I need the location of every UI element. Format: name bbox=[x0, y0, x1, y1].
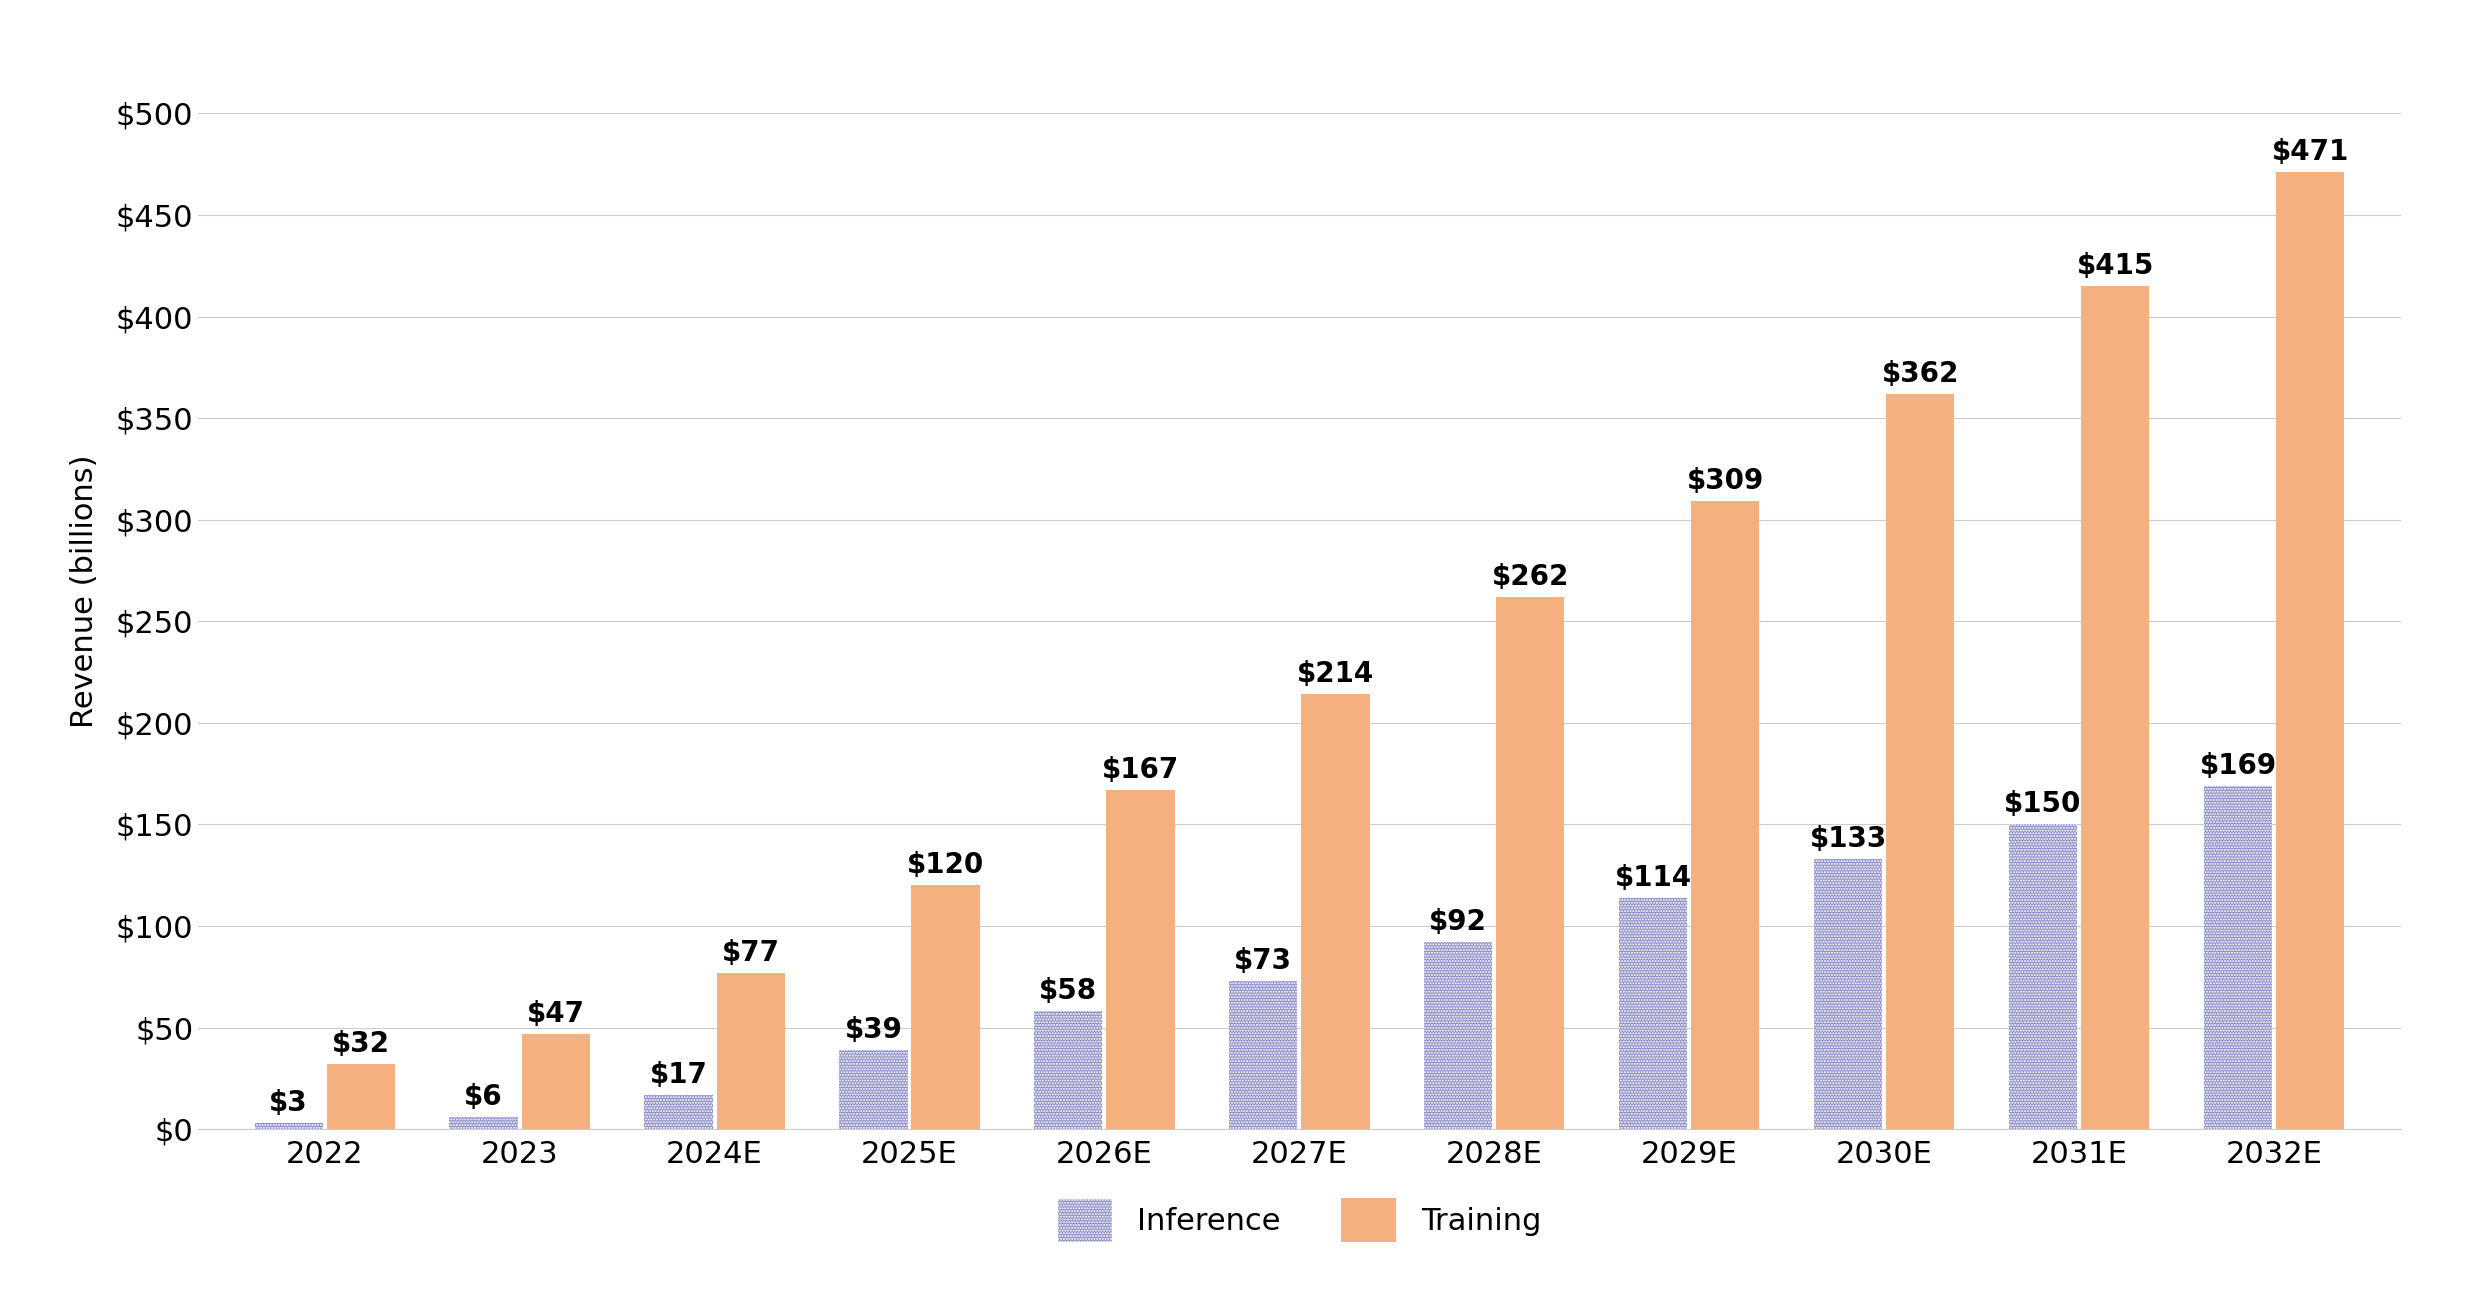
Bar bbox=[1690, 502, 1760, 1129]
Bar bbox=[327, 1064, 396, 1129]
Text: $32: $32 bbox=[332, 1031, 389, 1058]
Bar bbox=[1619, 898, 1688, 1129]
Bar bbox=[1106, 790, 1176, 1129]
Text: $120: $120 bbox=[906, 851, 985, 880]
Text: $77: $77 bbox=[723, 939, 780, 966]
Text: $58: $58 bbox=[1040, 977, 1096, 1006]
Bar bbox=[839, 1050, 908, 1129]
Bar bbox=[2277, 172, 2344, 1129]
Bar bbox=[1423, 943, 1492, 1129]
Text: $262: $262 bbox=[1492, 563, 1569, 591]
Bar bbox=[1886, 394, 1955, 1129]
Text: $133: $133 bbox=[1809, 825, 1886, 853]
Text: $6: $6 bbox=[465, 1083, 502, 1111]
Bar bbox=[718, 973, 785, 1129]
Bar bbox=[522, 1033, 589, 1129]
Bar bbox=[450, 1117, 517, 1129]
Bar bbox=[255, 1123, 322, 1129]
Text: $214: $214 bbox=[1297, 660, 1374, 688]
Text: $39: $39 bbox=[844, 1016, 903, 1044]
Bar bbox=[1497, 597, 1564, 1129]
Text: $362: $362 bbox=[1881, 360, 1958, 387]
Bar bbox=[644, 1095, 713, 1129]
Text: $47: $47 bbox=[527, 999, 584, 1028]
Bar bbox=[1814, 859, 1881, 1129]
Bar bbox=[911, 885, 980, 1129]
Bar bbox=[1302, 695, 1369, 1129]
Bar bbox=[2010, 825, 2077, 1129]
Bar bbox=[1230, 981, 1297, 1129]
Text: $3: $3 bbox=[270, 1088, 307, 1117]
Text: $167: $167 bbox=[1101, 756, 1178, 784]
Text: $415: $415 bbox=[2077, 252, 2153, 280]
Bar bbox=[1035, 1011, 1101, 1129]
Text: $92: $92 bbox=[1428, 909, 1487, 936]
Text: $150: $150 bbox=[2005, 790, 2081, 818]
Legend: Inference, Training: Inference, Training bbox=[1044, 1186, 1554, 1254]
Text: $17: $17 bbox=[648, 1061, 708, 1088]
Bar bbox=[2081, 286, 2148, 1129]
Text: $471: $471 bbox=[2272, 138, 2349, 167]
Text: $114: $114 bbox=[1614, 864, 1693, 892]
Text: $73: $73 bbox=[1235, 947, 1292, 974]
Bar bbox=[2203, 786, 2272, 1129]
Y-axis label: Revenue (billions): Revenue (billions) bbox=[69, 454, 99, 727]
Text: $309: $309 bbox=[1685, 467, 1765, 495]
Text: $169: $169 bbox=[2200, 752, 2277, 780]
